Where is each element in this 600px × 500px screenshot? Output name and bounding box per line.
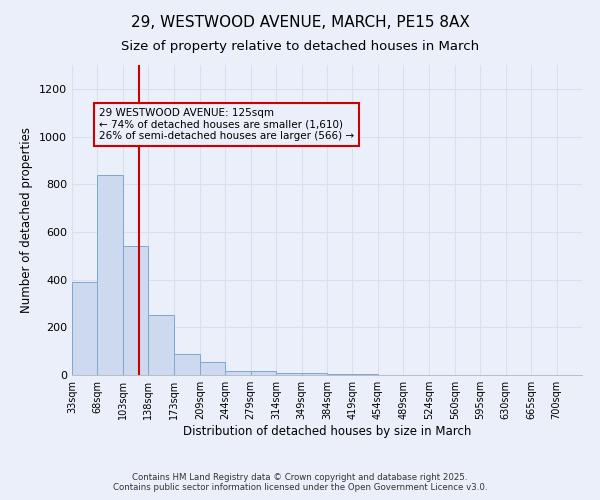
Y-axis label: Number of detached properties: Number of detached properties xyxy=(20,127,34,313)
Bar xyxy=(251,372,276,375)
Bar xyxy=(302,372,327,375)
Text: 29 WESTWOOD AVENUE: 125sqm
← 74% of detached houses are smaller (1,610)
26% of s: 29 WESTWOOD AVENUE: 125sqm ← 74% of deta… xyxy=(99,108,354,141)
Bar xyxy=(352,374,378,375)
Bar xyxy=(97,174,123,375)
X-axis label: Distribution of detached houses by size in March: Distribution of detached houses by size … xyxy=(183,425,471,438)
Bar xyxy=(148,316,174,375)
Bar xyxy=(174,354,200,375)
Text: Contains HM Land Registry data © Crown copyright and database right 2025.
Contai: Contains HM Land Registry data © Crown c… xyxy=(113,473,487,492)
Bar xyxy=(327,374,352,375)
Bar xyxy=(123,246,148,375)
Bar xyxy=(276,372,302,375)
Text: 29, WESTWOOD AVENUE, MARCH, PE15 8AX: 29, WESTWOOD AVENUE, MARCH, PE15 8AX xyxy=(131,15,469,30)
Bar xyxy=(200,362,225,375)
Bar xyxy=(225,370,251,375)
Bar xyxy=(72,282,97,375)
Text: Size of property relative to detached houses in March: Size of property relative to detached ho… xyxy=(121,40,479,53)
